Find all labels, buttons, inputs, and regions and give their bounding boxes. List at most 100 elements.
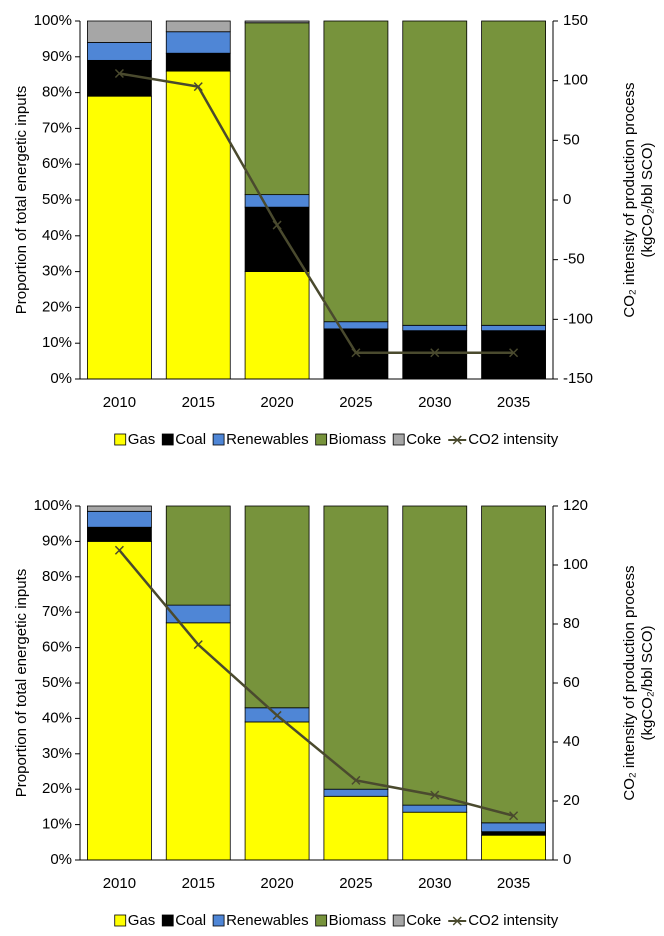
legend-label: Renewables xyxy=(226,431,309,448)
y-tick-label: 70% xyxy=(42,119,72,136)
y2-axis-title: CO₂ intensity of production process xyxy=(621,565,638,800)
legend-swatch xyxy=(315,914,328,927)
x-tick-label: 2035 xyxy=(497,875,530,892)
y-tick-label: 90% xyxy=(42,532,72,549)
x-tick-label: 2030 xyxy=(418,875,451,892)
bar-segment xyxy=(165,52,231,72)
y2-tick-label: 150 xyxy=(563,12,588,29)
y-tick-label: 70% xyxy=(42,603,72,620)
legend-label: Biomass xyxy=(329,912,387,929)
x-tick-label: 2020 xyxy=(260,875,293,892)
bar-segment xyxy=(323,20,389,323)
bar-segment xyxy=(87,95,152,380)
line-marker xyxy=(351,775,361,785)
line-marker xyxy=(430,348,440,358)
bar-segment xyxy=(244,194,310,208)
y2-axis-title: (kgCO₂/bbl SCO) xyxy=(639,142,656,257)
bar-segment xyxy=(402,324,468,332)
y2-tick-label: -150 xyxy=(563,370,593,387)
legend-swatch xyxy=(114,433,127,446)
bar-segment xyxy=(481,330,546,380)
bar-segment xyxy=(323,795,389,861)
bar-segment xyxy=(402,20,468,326)
bar-segment xyxy=(87,42,152,61)
bar-segment xyxy=(402,505,468,806)
line-marker xyxy=(430,790,440,800)
y2-tick-label: 60 xyxy=(563,674,580,691)
bar-segment xyxy=(87,510,152,528)
line-marker xyxy=(193,640,203,650)
bar-segment xyxy=(481,324,546,332)
y-tick-label: 20% xyxy=(42,780,72,797)
y-tick-label: 90% xyxy=(42,48,72,65)
legend: Gas Coal Renewables Biomass Coke CO2 intensit… xyxy=(114,912,559,929)
y2-axis-title: CO₂ intensity of production process xyxy=(621,82,638,317)
y2-tick-label: -100 xyxy=(563,310,593,327)
x-tick-label: 2015 xyxy=(182,875,215,892)
bar-segment xyxy=(244,271,310,380)
bar-segment xyxy=(481,20,546,326)
y2-tick-label: -50 xyxy=(563,251,585,268)
x-tick-label: 2020 xyxy=(260,394,293,411)
y-tick-label: 50% xyxy=(42,674,72,691)
legend-label: Gas xyxy=(128,431,156,448)
y2-tick-label: 40 xyxy=(563,733,580,750)
legend-label: Coke xyxy=(406,912,441,929)
bar-segment xyxy=(481,834,546,861)
bar-segment xyxy=(481,822,546,833)
legend-label: Renewables xyxy=(226,912,309,929)
bar-segment xyxy=(244,22,310,196)
y2-tick-label: 0 xyxy=(563,851,571,868)
legend-label: CO2 intensity xyxy=(468,431,559,448)
legend-marker xyxy=(452,916,462,926)
legend-marker xyxy=(452,435,462,445)
x-tick-label: 2035 xyxy=(497,394,530,411)
bar-segment xyxy=(481,505,546,824)
y-tick-label: 30% xyxy=(42,745,72,762)
legend-swatch xyxy=(392,914,405,927)
bar-segment xyxy=(402,804,468,813)
bar-segment xyxy=(323,788,389,797)
bar-segment xyxy=(165,505,231,606)
x-tick-label: 2010 xyxy=(103,875,136,892)
y2-tick-label: 80 xyxy=(563,615,580,632)
bar-segment xyxy=(165,20,231,33)
bar-segment xyxy=(244,505,310,709)
y2-tick-label: 0 xyxy=(563,191,571,208)
legend-swatch xyxy=(161,914,174,927)
bar-segment xyxy=(87,20,152,43)
y2-tick-label: 100 xyxy=(563,556,588,573)
line-marker xyxy=(114,68,124,79)
y-tick-label: 10% xyxy=(42,816,72,833)
legend-swatch xyxy=(114,914,127,927)
y-tick-label: 80% xyxy=(42,84,72,101)
legend-label: CO2 intensity xyxy=(468,912,559,929)
y-tick-label: 0% xyxy=(50,370,72,387)
y-tick-label: 10% xyxy=(42,334,72,351)
bar-segment xyxy=(323,505,389,790)
x-tick-label: 2030 xyxy=(418,394,451,411)
line-marker xyxy=(114,545,124,555)
y-tick-label: 50% xyxy=(42,191,72,208)
y-tick-label: 80% xyxy=(42,568,72,585)
y2-tick-label: 50 xyxy=(563,131,580,148)
x-tick-label: 2025 xyxy=(339,875,372,892)
y-axis-title: Proportion of total energetic inputs xyxy=(13,569,30,797)
line-marker xyxy=(509,811,519,821)
line-series xyxy=(119,72,514,354)
y-tick-label: 60% xyxy=(42,155,72,172)
line-series xyxy=(118,549,514,817)
bar-segment xyxy=(402,330,468,380)
y-axis-title: Proportion of total energetic inputs xyxy=(13,86,30,314)
y2-axis-title: (kgCO₂/bbl SCO) xyxy=(639,625,656,740)
legend-label: Coal xyxy=(175,912,206,929)
x-tick-label: 2010 xyxy=(103,394,136,411)
bar-segment xyxy=(481,831,546,836)
bar-segment xyxy=(87,541,152,861)
bar-segment xyxy=(87,526,152,542)
legend-swatch xyxy=(212,914,225,927)
line-marker xyxy=(193,82,203,92)
legend-label: Gas xyxy=(128,912,156,929)
bar-segment xyxy=(323,321,389,330)
